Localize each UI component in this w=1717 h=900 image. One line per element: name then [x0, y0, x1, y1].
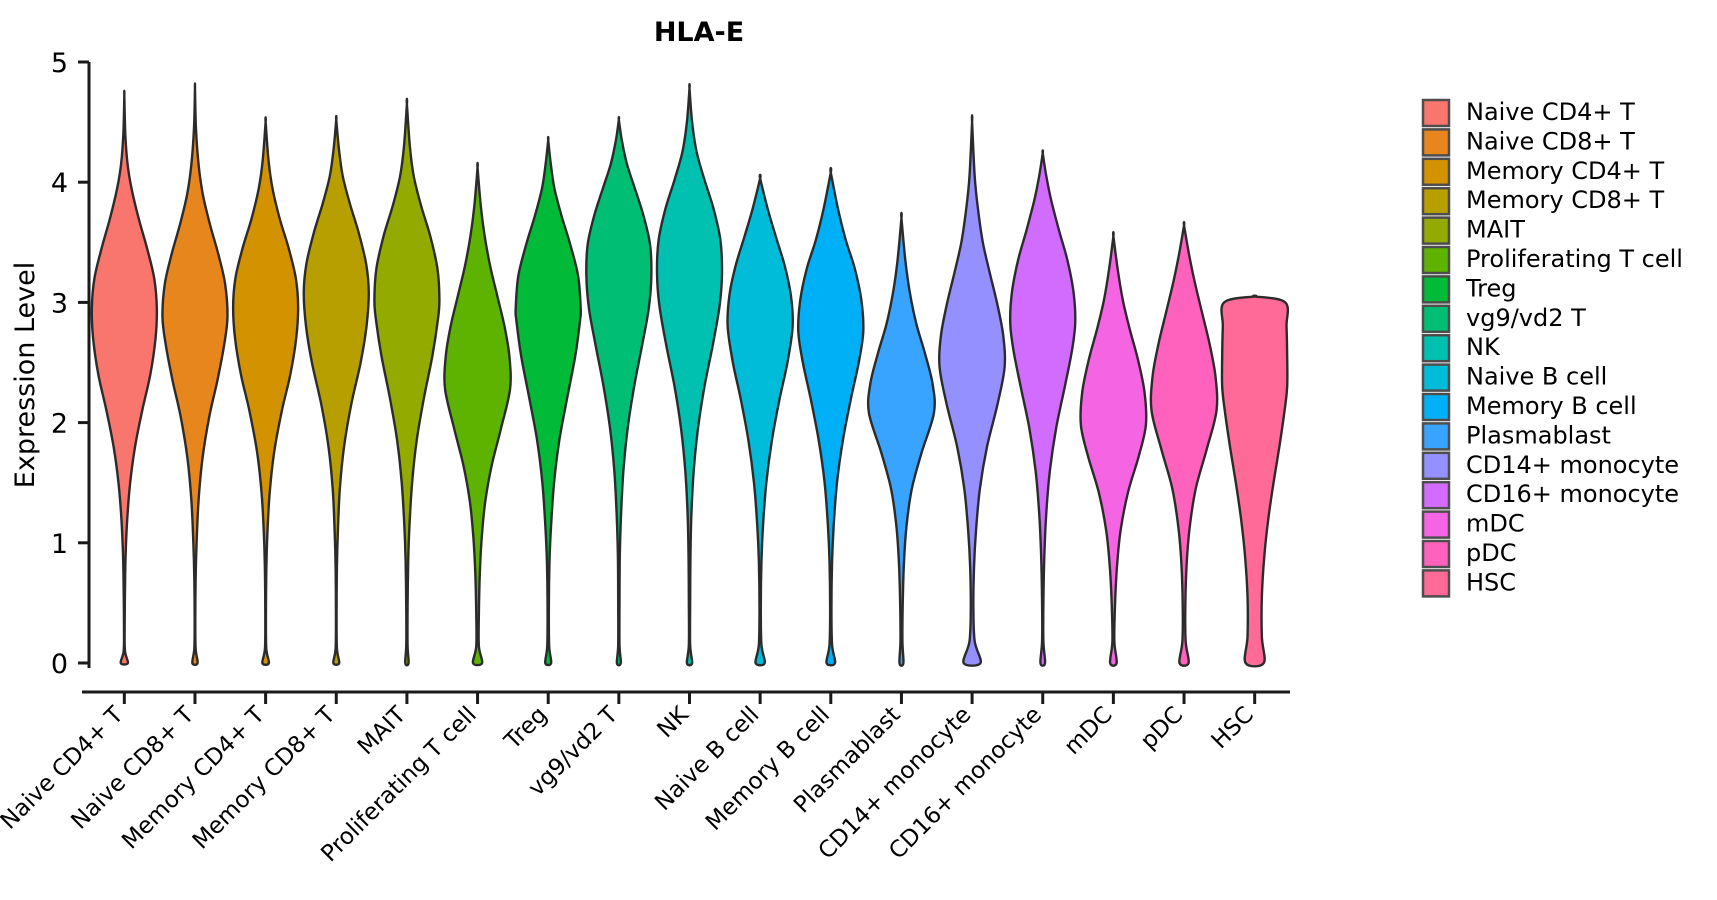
violin-proliferating-t-cell[interactable]: [443, 161, 512, 667]
legend-swatch-pdc[interactable]: [1421, 539, 1451, 569]
legend-label-vg9-vd2-t: vg9/vd2 T: [1466, 304, 1586, 332]
legend-swatch-naive-cd8-t[interactable]: [1421, 128, 1451, 157]
violin-mait[interactable]: [373, 97, 441, 667]
legend-swatch-proliferating-t-cell[interactable]: [1421, 245, 1451, 275]
y-tick-label: 4: [51, 168, 68, 199]
legend-swatch-treg[interactable]: [1421, 275, 1451, 304]
legend-label-naive-cd8-t: Naive CD8+ T: [1466, 127, 1635, 155]
y-tick-label: 3: [51, 288, 68, 319]
y-tick-label: 1: [51, 529, 68, 560]
legend-label-treg: Treg: [1465, 274, 1516, 302]
legend-swatch-naive-b-cell[interactable]: [1421, 363, 1451, 392]
legend-swatch-memory-cd8-t[interactable]: [1421, 186, 1451, 216]
legend-label-memory-cd8-t: Memory CD8+ T: [1466, 186, 1664, 214]
y-axis-label: Expression Level: [10, 262, 41, 488]
legend-label-hsc: HSC: [1466, 568, 1516, 596]
legend-swatch-nk[interactable]: [1421, 333, 1451, 363]
legend-label-naive-cd4-t: Naive CD4+ T: [1466, 98, 1635, 126]
y-tick-label: 0: [51, 649, 68, 680]
legend-label-memory-b-cell: Memory B cell: [1466, 392, 1637, 420]
legend-swatch-mait[interactable]: [1421, 216, 1451, 245]
legend-label-cd14-monocyte: CD14+ monocyte: [1466, 451, 1679, 479]
legend-label-mait: MAIT: [1466, 216, 1525, 244]
legend-swatch-cd14-monocyte[interactable]: [1421, 451, 1451, 481]
violin-series-group: [90, 82, 1290, 668]
violin-vg9-vd2-t[interactable]: [585, 115, 653, 667]
legend-swatch-memory-b-cell[interactable]: [1421, 392, 1451, 422]
legend-label-pdc: pDC: [1466, 539, 1516, 567]
violin-cd16-monocyte[interactable]: [1008, 149, 1077, 667]
legend-swatch-mdc[interactable]: [1421, 510, 1451, 539]
legend-swatch-plasmablast[interactable]: [1421, 422, 1451, 451]
violin-treg[interactable]: [514, 135, 583, 667]
page-title: HLA-E: [654, 17, 744, 48]
legend-label-proliferating-t-cell: Proliferating T cell: [1466, 245, 1683, 273]
legend-label-plasmablast: Plasmablast: [1466, 421, 1611, 449]
violin-plasmablast[interactable]: [866, 211, 936, 667]
legend-label-naive-b-cell: Naive B cell: [1466, 363, 1607, 391]
violin-mdc[interactable]: [1079, 231, 1148, 667]
violin-pdc[interactable]: [1149, 220, 1219, 667]
violin-memory-cd4-t[interactable]: [231, 116, 300, 666]
y-axis: 0 1 2 3 4 5: [51, 48, 91, 680]
legend-label-memory-cd4-t: Memory CD4+ T: [1466, 157, 1664, 185]
y-tick-label: 2: [51, 409, 68, 440]
violin-cd14-monocyte[interactable]: [938, 114, 1007, 667]
violin-memory-b-cell[interactable]: [796, 166, 865, 667]
violin-naive-cd4-t[interactable]: [90, 89, 159, 666]
legend-label-nk: NK: [1466, 333, 1501, 361]
violin-nk[interactable]: [655, 83, 724, 667]
legend-swatch-vg9-vd2-t[interactable]: [1421, 304, 1451, 334]
legend-swatch-hsc[interactable]: [1421, 569, 1451, 598]
x-axis: [82, 690, 1290, 704]
legend-swatch-memory-cd4-t[interactable]: [1421, 157, 1451, 187]
legend-swatch-naive-cd4-t[interactable]: [1421, 98, 1451, 128]
violin-naive-cd8-t[interactable]: [161, 82, 229, 666]
violin-memory-cd8-t[interactable]: [302, 114, 370, 666]
y-tick-label: 5: [51, 48, 68, 79]
legend-swatch-cd16-monocyte[interactable]: [1421, 480, 1451, 510]
legend-label-mdc: mDC: [1466, 510, 1525, 538]
violin-hsc[interactable]: [1220, 294, 1290, 668]
legend-label-cd16-monocyte: CD16+ monocyte: [1466, 480, 1679, 508]
violin-naive-b-cell[interactable]: [726, 173, 795, 667]
